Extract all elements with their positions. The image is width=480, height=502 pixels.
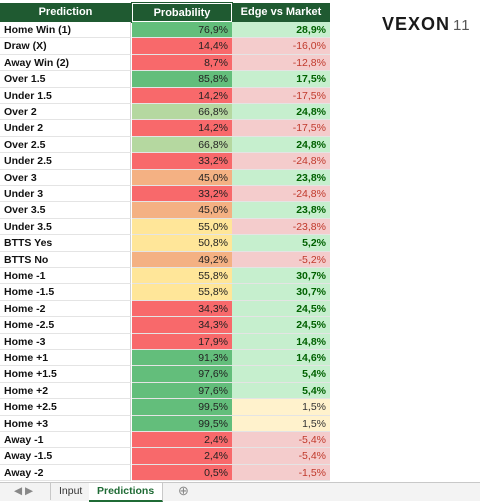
- edge-cell[interactable]: 23,8%: [232, 169, 330, 186]
- probability-cell[interactable]: 33,2%: [132, 153, 232, 170]
- edge-cell[interactable]: 5,2%: [232, 235, 330, 252]
- probability-cell[interactable]: 2,4%: [132, 448, 232, 465]
- probability-cell[interactable]: 99,5%: [132, 399, 232, 416]
- edge-cell[interactable]: 17,5%: [232, 71, 330, 88]
- prediction-cell[interactable]: Under 2: [0, 120, 131, 137]
- edge-cell[interactable]: 24,8%: [232, 104, 330, 121]
- prediction-cell[interactable]: Home Win (1): [0, 22, 131, 39]
- probability-cell[interactable]: 55,0%: [132, 218, 232, 236]
- scroll-arrows[interactable]: ◀ ▶: [14, 485, 34, 497]
- prediction-cell[interactable]: Under 2.5: [0, 153, 131, 170]
- probability-cell[interactable]: 33,2%: [132, 186, 232, 203]
- edge-cell[interactable]: -23,8%: [232, 218, 330, 236]
- edge-cell[interactable]: -1,5%: [232, 464, 330, 482]
- prediction-cell[interactable]: Home -1.5: [0, 284, 131, 301]
- probability-cell[interactable]: 91,3%: [132, 350, 232, 367]
- probability-cell[interactable]: 14,2%: [132, 120, 232, 137]
- prediction-cell[interactable]: Away -1.5: [0, 448, 131, 465]
- prediction-cell[interactable]: Home +2: [0, 382, 131, 400]
- edge-cell[interactable]: -24,8%: [232, 153, 330, 170]
- edge-cell[interactable]: -12,8%: [232, 54, 330, 72]
- probability-cell[interactable]: 66,8%: [132, 104, 232, 121]
- probability-cell[interactable]: 17,9%: [132, 333, 232, 350]
- prediction-cell[interactable]: Under 3.5: [0, 218, 131, 236]
- edge-cell[interactable]: 24,5%: [232, 300, 330, 318]
- edge-cell[interactable]: 24,8%: [232, 136, 330, 154]
- edge-cell[interactable]: -17,5%: [232, 87, 330, 104]
- column-header[interactable]: Probability: [131, 2, 233, 23]
- probability-cell[interactable]: 14,4%: [132, 38, 232, 55]
- prediction-cell[interactable]: BTTS No: [0, 251, 131, 268]
- add-sheet[interactable]: ⊕: [178, 483, 189, 498]
- probability-cell[interactable]: 8,7%: [132, 54, 232, 72]
- prediction-cell[interactable]: Home +1: [0, 350, 131, 367]
- sheet-tab[interactable]: Input: [50, 483, 92, 500]
- probability-cell[interactable]: 14,2%: [132, 87, 232, 104]
- edge-cell[interactable]: -16,0%: [232, 38, 330, 55]
- prediction-cell[interactable]: Under 1.5: [0, 87, 131, 104]
- probability-cell[interactable]: 0,5%: [132, 464, 232, 482]
- edge-cell[interactable]: -17,5%: [232, 120, 330, 137]
- probability-cell[interactable]: 97,6%: [132, 366, 232, 383]
- edge-cell[interactable]: -24,8%: [232, 186, 330, 203]
- logo-text: VEXON: [382, 14, 451, 34]
- probability-cell[interactable]: 34,3%: [132, 317, 232, 334]
- edge-cell[interactable]: 5,4%: [232, 382, 330, 400]
- edge-cell[interactable]: 1,5%: [232, 399, 330, 416]
- sheet-tab-active[interactable]: Predictions: [89, 483, 164, 502]
- probability-cell[interactable]: 99,5%: [132, 415, 232, 432]
- probability-cell[interactable]: 45,0%: [132, 169, 232, 186]
- prediction-cell[interactable]: Home -1: [0, 268, 131, 285]
- probability-cell[interactable]: 97,6%: [132, 382, 232, 400]
- probability-cell[interactable]: 50,8%: [132, 235, 232, 252]
- edge-cell[interactable]: 30,7%: [232, 268, 330, 285]
- sheet-tabs: ◀ ▶ Input Predictions ⊕: [0, 482, 480, 502]
- probability-cell[interactable]: 2,4%: [132, 432, 232, 449]
- logo: VEXON 11: [382, 14, 471, 35]
- column-header[interactable]: Edge vs Market: [232, 3, 330, 22]
- edge-cell[interactable]: -5,4%: [232, 432, 330, 449]
- edge-cell[interactable]: 5,4%: [232, 366, 330, 383]
- prediction-cell[interactable]: Home +1.5: [0, 366, 131, 383]
- probability-cell[interactable]: 66,8%: [132, 136, 232, 154]
- prediction-cell[interactable]: Over 2: [0, 104, 131, 121]
- prediction-cell[interactable]: Away Win (2): [0, 54, 131, 72]
- edge-cell[interactable]: 24,5%: [232, 317, 330, 334]
- prediction-cell[interactable]: Home -2.5: [0, 317, 131, 334]
- probability-cell[interactable]: 85,8%: [132, 71, 232, 88]
- edge-cell[interactable]: -5,4%: [232, 448, 330, 465]
- prediction-cell[interactable]: BTTS Yes: [0, 235, 131, 252]
- prediction-cell[interactable]: Over 1.5: [0, 71, 131, 88]
- edge-cell[interactable]: 14,6%: [232, 350, 330, 367]
- probability-cell[interactable]: 76,9%: [132, 22, 232, 39]
- prediction-cell[interactable]: Over 3: [0, 169, 131, 186]
- prediction-cell[interactable]: Home -3: [0, 333, 131, 350]
- probability-cell[interactable]: 55,8%: [132, 268, 232, 285]
- edge-cell[interactable]: 14,8%: [232, 333, 330, 350]
- prediction-cell[interactable]: Away -2: [0, 464, 131, 482]
- prediction-cell[interactable]: Under 3: [0, 186, 131, 203]
- prediction-cell[interactable]: Home +2.5: [0, 399, 131, 416]
- edge-cell[interactable]: 28,9%: [232, 22, 330, 39]
- probability-cell[interactable]: 49,2%: [132, 251, 232, 268]
- column-header[interactable]: Prediction: [0, 3, 131, 22]
- prediction-cell[interactable]: Over 3.5: [0, 202, 131, 219]
- prediction-cell[interactable]: Draw (X): [0, 38, 131, 55]
- edge-cell[interactable]: -5,2%: [232, 251, 330, 268]
- prediction-cell[interactable]: Home +3: [0, 415, 131, 432]
- prediction-cell[interactable]: Over 2.5: [0, 136, 131, 154]
- probability-cell[interactable]: 55,8%: [132, 284, 232, 301]
- logo-suffix: 11: [453, 17, 471, 34]
- prediction-cell[interactable]: Home -2: [0, 300, 131, 318]
- edge-cell[interactable]: 1,5%: [232, 415, 330, 432]
- prediction-cell[interactable]: Away -1: [0, 432, 131, 449]
- edge-cell[interactable]: 23,8%: [232, 202, 330, 219]
- probability-cell[interactable]: 45,0%: [132, 202, 232, 219]
- probability-cell[interactable]: 34,3%: [132, 300, 232, 318]
- edge-cell[interactable]: 30,7%: [232, 284, 330, 301]
